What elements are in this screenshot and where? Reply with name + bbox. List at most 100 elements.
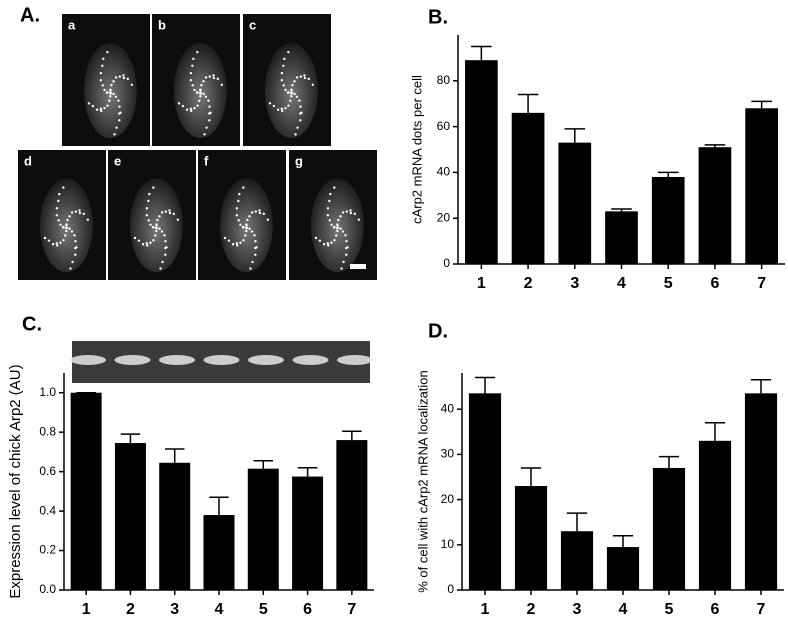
y-tick-label: 0.0: [39, 582, 56, 596]
x-tick-label: 7: [347, 601, 356, 618]
mrna-dot: [237, 199, 240, 203]
mrna-dot: [191, 64, 194, 67]
bar: [651, 176, 685, 264]
mrna-dot: [341, 211, 345, 214]
image-label: c: [249, 17, 256, 32]
mrna-dot: [114, 76, 118, 79]
mrna-dot: [155, 229, 158, 233]
y-axis-label: cArp2 mRNA dots per cell: [409, 75, 424, 224]
mrna-dot: [250, 211, 254, 214]
mrna-dot: [335, 234, 338, 237]
mrna-dot: [198, 99, 201, 102]
bar: [744, 393, 778, 590]
y-tick-label: 40: [441, 401, 455, 415]
mrna-dot: [303, 76, 307, 80]
y-tick-label: 30: [441, 447, 455, 461]
mrna-dot: [43, 236, 47, 240]
mrna-dot: [66, 218, 69, 222]
bar: [605, 211, 638, 264]
mrna-dot: [235, 207, 239, 210]
mrna-dot: [95, 108, 99, 111]
mrna-dot: [246, 218, 249, 222]
mrna-dot: [298, 99, 301, 102]
x-tick-label: 2: [126, 601, 135, 618]
x-tick-label: 3: [573, 601, 582, 618]
mrna-dot: [318, 239, 322, 242]
mrna-dot: [199, 91, 203, 95]
mrna-dot: [58, 192, 61, 196]
mrna-dot: [61, 226, 65, 229]
mrna-dot: [289, 99, 292, 102]
mrna-dot: [189, 79, 193, 82]
x-tick-label: 5: [665, 601, 674, 618]
mrna-dot: [322, 243, 326, 246]
mrna-dot: [109, 91, 113, 95]
mrna-dot: [353, 212, 357, 216]
x-tick-label: 1: [82, 601, 91, 618]
bar: [203, 515, 235, 590]
image-label: f: [204, 153, 209, 168]
mrna-dot: [227, 239, 231, 242]
y-tick-label: 0.8: [39, 424, 56, 438]
mrna-dot: [203, 133, 206, 136]
mrna-dot: [283, 57, 286, 61]
mrna-dot: [254, 210, 258, 213]
mrna-dot: [205, 126, 208, 129]
mrna-dot: [114, 95, 118, 98]
mrna-dot: [103, 106, 106, 110]
mrna-dot: [99, 79, 103, 82]
mrna-dot: [208, 105, 211, 108]
gel-band: [114, 355, 151, 365]
gel-band: [203, 355, 240, 365]
mrna-dot: [148, 192, 151, 196]
bar: [247, 468, 279, 590]
image-label: e: [114, 153, 121, 168]
mrna-dot: [145, 207, 149, 210]
mrna-dot: [156, 218, 159, 222]
mrna-dot: [339, 215, 342, 218]
mrna-dot: [345, 253, 348, 256]
mrna-dot: [155, 223, 158, 226]
image-label: d: [24, 153, 32, 168]
mrna-dot: [158, 215, 161, 218]
gel-band: [159, 355, 195, 365]
mrna-dot: [357, 218, 361, 221]
mrna-dot: [119, 111, 122, 114]
mrna-dot: [199, 88, 202, 91]
mrna-dot: [117, 99, 120, 102]
mrna-dot: [193, 88, 196, 92]
mrna-dot: [282, 64, 285, 67]
mrna-dot: [327, 244, 330, 247]
mrna-dot: [336, 223, 339, 226]
mrna-dot: [68, 215, 71, 218]
mrna-dot: [284, 88, 287, 92]
x-tick-label: 7: [757, 275, 766, 292]
mrna-dot: [299, 105, 302, 108]
mrna-dot: [149, 241, 152, 244]
mrna-dot: [164, 253, 167, 256]
panel-label: B.: [428, 6, 448, 28]
mrna-dot: [145, 214, 149, 217]
mrna-dot: [113, 133, 116, 136]
mrna-dot: [59, 241, 62, 244]
bar: [514, 486, 548, 590]
mrna-dot: [55, 207, 59, 210]
mrna-dot: [165, 246, 168, 249]
mrna-dot: [145, 242, 148, 245]
x-tick-label: 4: [619, 601, 628, 618]
bar: [558, 142, 592, 264]
mrna-dot: [64, 234, 67, 237]
mrna-dot: [202, 80, 205, 83]
x-tick-label: 2: [527, 601, 536, 618]
mrna-dot: [250, 230, 254, 233]
mrna-dot: [248, 227, 251, 230]
mrna-dot: [311, 83, 315, 87]
mrna-dot: [78, 211, 82, 215]
mrna-dot: [220, 83, 224, 87]
y-tick-label: 0: [443, 256, 450, 270]
x-tick-label: 2: [524, 275, 533, 292]
mrna-dot: [65, 223, 68, 226]
mrna-dot: [151, 226, 155, 229]
mrna-dot: [200, 83, 203, 87]
mrna-dot: [196, 50, 199, 54]
